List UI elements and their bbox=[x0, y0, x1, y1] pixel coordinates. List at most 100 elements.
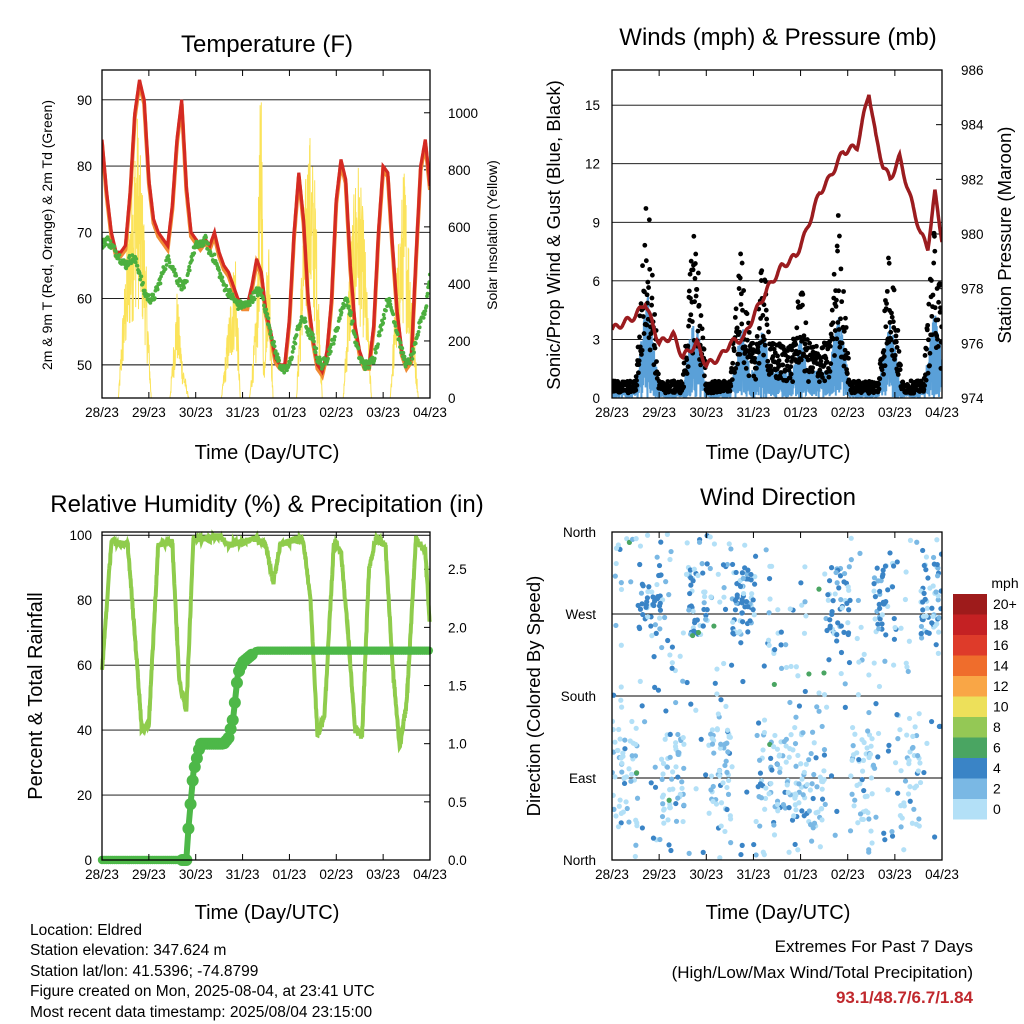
colorbar-swatch bbox=[953, 655, 987, 676]
direction-point bbox=[876, 683, 883, 690]
direction-point bbox=[817, 844, 823, 850]
direction-point bbox=[809, 781, 815, 787]
direction-point bbox=[751, 841, 757, 848]
direction-point bbox=[743, 599, 750, 605]
direction-point bbox=[803, 613, 809, 619]
gust-point bbox=[693, 293, 699, 299]
direction-point bbox=[633, 536, 639, 542]
x-axis-label: Time (Day/UTC) bbox=[706, 902, 851, 924]
gust-point bbox=[926, 337, 931, 343]
direction-point bbox=[766, 575, 773, 582]
dewpoint-point bbox=[353, 334, 358, 339]
direction-point bbox=[718, 823, 724, 829]
direction-point bbox=[728, 840, 734, 846]
direction-point bbox=[816, 586, 822, 592]
y-right-tick-label: 980 bbox=[961, 227, 984, 242]
direction-point bbox=[654, 581, 660, 588]
direction-point bbox=[824, 704, 830, 710]
direction-point bbox=[869, 840, 875, 846]
gust-point bbox=[687, 271, 693, 277]
direction-point bbox=[723, 758, 729, 764]
direction-point bbox=[889, 829, 895, 835]
direction-point bbox=[726, 541, 732, 547]
direction-point bbox=[703, 772, 709, 778]
direction-point bbox=[837, 573, 844, 579]
direction-point bbox=[909, 745, 916, 751]
dewpoint-point bbox=[217, 268, 221, 272]
direction-point bbox=[784, 782, 790, 788]
direction-point bbox=[821, 691, 828, 698]
direction-point bbox=[634, 795, 641, 801]
direction-point bbox=[657, 615, 663, 621]
dewpoint-point bbox=[391, 312, 396, 317]
gust-point bbox=[688, 295, 693, 301]
gust-point bbox=[846, 355, 851, 361]
x-tick-label: 03/23 bbox=[366, 867, 400, 882]
direction-point bbox=[802, 599, 808, 605]
direction-point bbox=[627, 738, 633, 744]
direction-point bbox=[924, 740, 930, 746]
y-right-tick-label: 200 bbox=[448, 334, 471, 349]
gust-point bbox=[737, 329, 742, 335]
direction-point bbox=[925, 575, 931, 581]
direction-point bbox=[915, 768, 921, 774]
dewpoint-point bbox=[379, 327, 384, 332]
direction-point bbox=[871, 580, 877, 587]
direction-point bbox=[796, 781, 802, 787]
direction-point bbox=[721, 585, 727, 591]
gust-point bbox=[754, 365, 759, 371]
colorbar-label: 8 bbox=[993, 719, 1001, 735]
gust-point bbox=[684, 371, 690, 376]
direction-point bbox=[675, 774, 681, 780]
gust-point bbox=[822, 378, 828, 384]
direction-point bbox=[756, 720, 762, 726]
direction-point bbox=[688, 701, 694, 707]
precip-point bbox=[182, 822, 195, 835]
direction-point bbox=[826, 657, 832, 663]
direction-point bbox=[860, 816, 866, 823]
direction-point bbox=[618, 586, 625, 593]
direction-point bbox=[889, 584, 896, 590]
direction-point bbox=[828, 565, 835, 571]
direction-point bbox=[617, 736, 623, 742]
direction-point bbox=[720, 780, 726, 786]
direction-point bbox=[786, 849, 792, 855]
direction-point bbox=[938, 606, 942, 612]
gust-point bbox=[835, 248, 840, 254]
y-right-tick-label: 974 bbox=[961, 391, 984, 406]
direction-point bbox=[716, 768, 723, 774]
direction-point bbox=[793, 807, 799, 813]
direction-point bbox=[629, 718, 635, 725]
direction-point bbox=[715, 711, 721, 717]
y-right-tick-label: 2.0 bbox=[448, 620, 467, 635]
x-tick-label: 02/23 bbox=[831, 867, 865, 882]
gust-point bbox=[641, 331, 647, 336]
x-tick-label: 28/23 bbox=[595, 867, 629, 882]
direction-point bbox=[725, 791, 732, 797]
gust-point bbox=[836, 288, 842, 294]
direction-point bbox=[834, 580, 840, 586]
gust-point bbox=[636, 362, 642, 367]
direction-point bbox=[615, 824, 622, 830]
direction-point bbox=[699, 561, 705, 567]
direction-point bbox=[907, 749, 913, 755]
direction-point bbox=[860, 757, 867, 763]
gust-point bbox=[739, 260, 745, 266]
dewpoint-point bbox=[155, 287, 160, 292]
direction-point bbox=[633, 725, 639, 731]
direction-point bbox=[792, 724, 798, 731]
gust-point bbox=[744, 337, 750, 343]
direction-point bbox=[832, 832, 838, 838]
direction-point bbox=[722, 606, 729, 612]
y-tick-label: 60 bbox=[77, 658, 92, 673]
dewpoint-point bbox=[418, 319, 423, 324]
colorbar-swatch bbox=[953, 717, 987, 738]
gust-point bbox=[938, 339, 942, 345]
colorbar-swatch bbox=[953, 635, 987, 656]
gust-point bbox=[728, 383, 734, 389]
station-pressure-line bbox=[612, 94, 942, 369]
y-axis-label: Percent & Total Rainfall bbox=[25, 592, 47, 800]
gust-point bbox=[761, 337, 767, 342]
direction-point bbox=[740, 678, 746, 685]
direction-point bbox=[757, 781, 764, 787]
